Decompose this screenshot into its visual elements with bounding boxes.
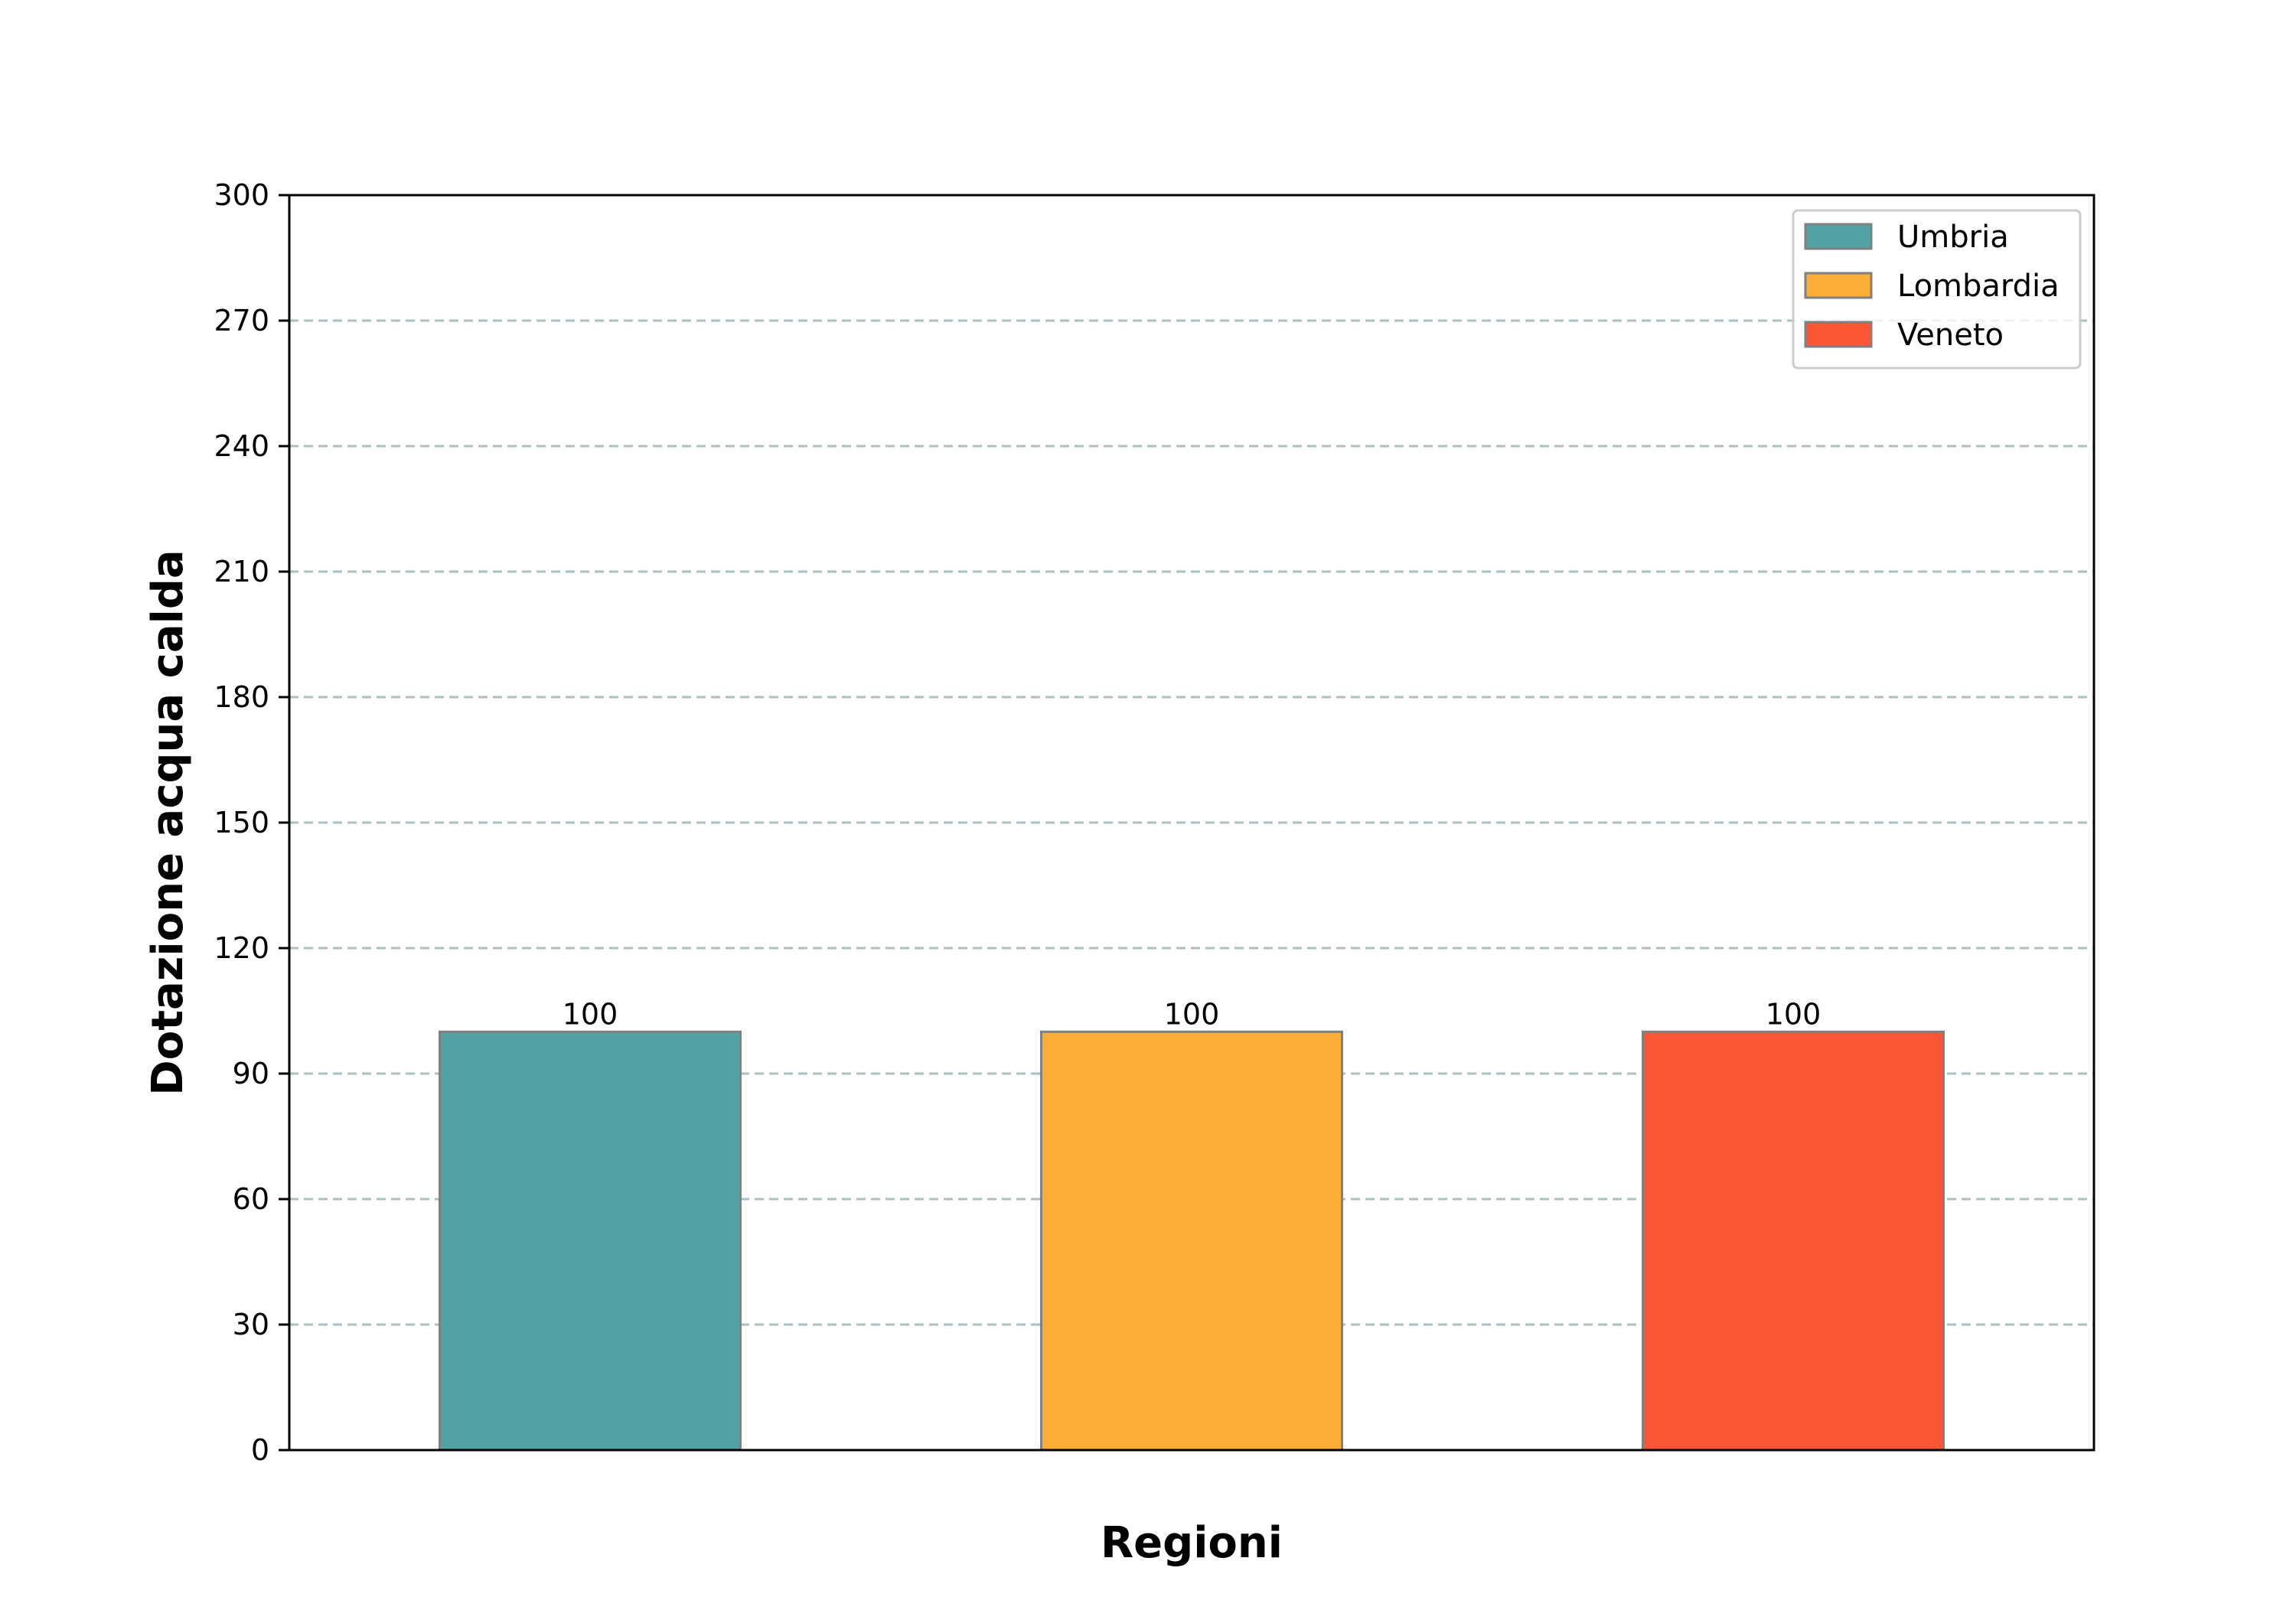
legend: Umbria Lombardia Veneto — [1792, 209, 2082, 370]
legend-swatch-umbria — [1804, 223, 1873, 250]
y-tick-label-180: 180 — [214, 680, 269, 714]
data-labels: 100 100 100 — [563, 997, 1821, 1031]
x-axis-title: Regioni — [1101, 1518, 1283, 1568]
legend-label-veneto: Veneto — [1897, 318, 2004, 353]
data-label-lombardia: 100 — [1164, 997, 1220, 1031]
y-tick-label-270: 270 — [214, 304, 269, 337]
legend-label-lombardia: Lombardia — [1897, 269, 2060, 304]
y-tick-label-240: 240 — [214, 429, 269, 463]
legend-items: Umbria Lombardia Veneto — [1804, 220, 2060, 353]
y-tick-label-210: 210 — [214, 555, 269, 588]
y-axis-title: Dotazione acqua calda — [143, 549, 193, 1095]
y-tick-label-60: 60 — [233, 1182, 269, 1216]
bar-lombardia — [1040, 1030, 1343, 1452]
legend-label-umbria: Umbria — [1897, 220, 2009, 255]
legend-swatch-lombardia — [1804, 272, 1873, 299]
y-tick-label-150: 150 — [214, 806, 269, 839]
y-tick-label-120: 120 — [214, 931, 269, 965]
bars — [439, 1030, 1945, 1452]
data-label-veneto: 100 — [1766, 997, 1821, 1031]
y-tick-label-30: 30 — [233, 1308, 269, 1341]
legend-swatch-veneto — [1804, 321, 1873, 348]
y-tick-label-90: 90 — [233, 1057, 269, 1090]
bar-umbria — [439, 1030, 742, 1452]
data-label-umbria: 100 — [563, 997, 618, 1031]
y-tick-label-0: 0 — [251, 1433, 269, 1467]
y-axis-ticks: 0 30 60 90 120 150 180 210 240 270 300 — [214, 178, 289, 1467]
bar-veneto — [1642, 1030, 1945, 1452]
y-tick-label-300: 300 — [214, 178, 269, 212]
